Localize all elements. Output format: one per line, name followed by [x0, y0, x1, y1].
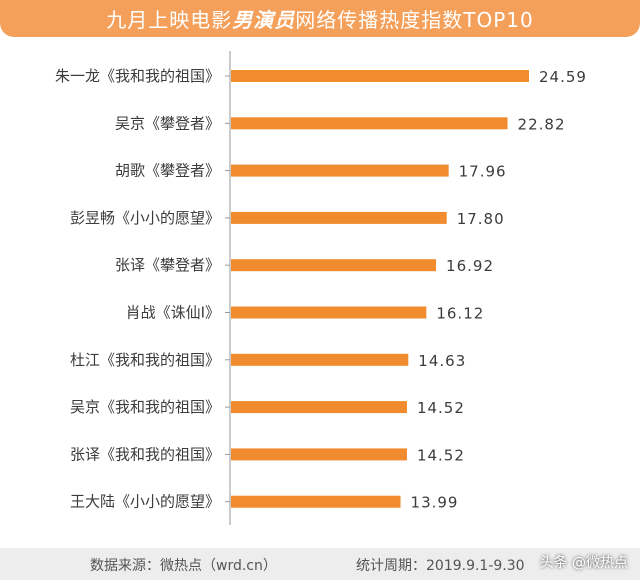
category-label: 张译《我和我的祖国》 [70, 445, 220, 463]
category-label: 王大陆《小小的愿望》 [70, 493, 220, 511]
chart-title: 九月上映电影男演员网络传播热度指数TOP10 [106, 4, 533, 33]
category-label: 朱一龙《我和我的祖国》 [55, 67, 220, 85]
value-label: 17.96 [459, 163, 507, 181]
bar [231, 353, 409, 366]
bar [231, 164, 449, 177]
value-label: 17.80 [457, 210, 505, 228]
bar [231, 117, 508, 130]
value-label: 24.59 [539, 68, 587, 86]
title-emphasis: 男演员 [232, 8, 296, 32]
value-label: 14.52 [417, 446, 465, 464]
stat-period-text: 统计周期：2019.9.1-9.30 [356, 558, 525, 574]
title-banner: 九月上映电影男演员网络传播热度指数TOP10 [0, 0, 640, 37]
footer-bar: 数据来源：微热点（wrd.cn） 统计周期：2019.9.1-9.30 [0, 548, 640, 580]
category-label: 吴京《我和我的祖国》 [70, 398, 220, 416]
bar [231, 448, 407, 461]
category-label: 张译《攀登者》 [115, 256, 220, 274]
value-label: 13.99 [411, 494, 459, 512]
bar [231, 70, 529, 82]
bar [231, 306, 427, 319]
category-label: 彭昱畅《小小的愿望》 [70, 209, 220, 227]
title-prefix: 九月上映电影 [106, 8, 233, 32]
value-label: 14.63 [418, 352, 466, 370]
category-label: 肖战《诛仙Ⅰ》 [126, 304, 220, 322]
value-label: 16.92 [446, 257, 494, 275]
category-label: 吴京《攀登者》 [115, 114, 220, 132]
bar-chart: 朱一龙《我和我的祖国》 24.59 吴京《攀登者》 22.82 胡歌《攀登者》 17.96… [55, 51, 587, 525]
title-suffix: 网络传播热度指数TOP10 [295, 8, 534, 32]
category-label: 杜江《我和我的祖国》 [70, 351, 220, 369]
value-label: 14.52 [417, 399, 465, 417]
category-label: 胡歌《攀登者》 [115, 162, 220, 180]
bar [231, 211, 447, 224]
bar [231, 495, 401, 508]
bar [231, 259, 437, 272]
data-source-text: 数据来源：微热点（wrd.cn） [90, 558, 277, 574]
value-label: 16.12 [436, 305, 484, 323]
watermark: 头条 @微热点 [539, 555, 628, 571]
bar [231, 401, 407, 414]
value-label: 22.82 [518, 115, 566, 133]
